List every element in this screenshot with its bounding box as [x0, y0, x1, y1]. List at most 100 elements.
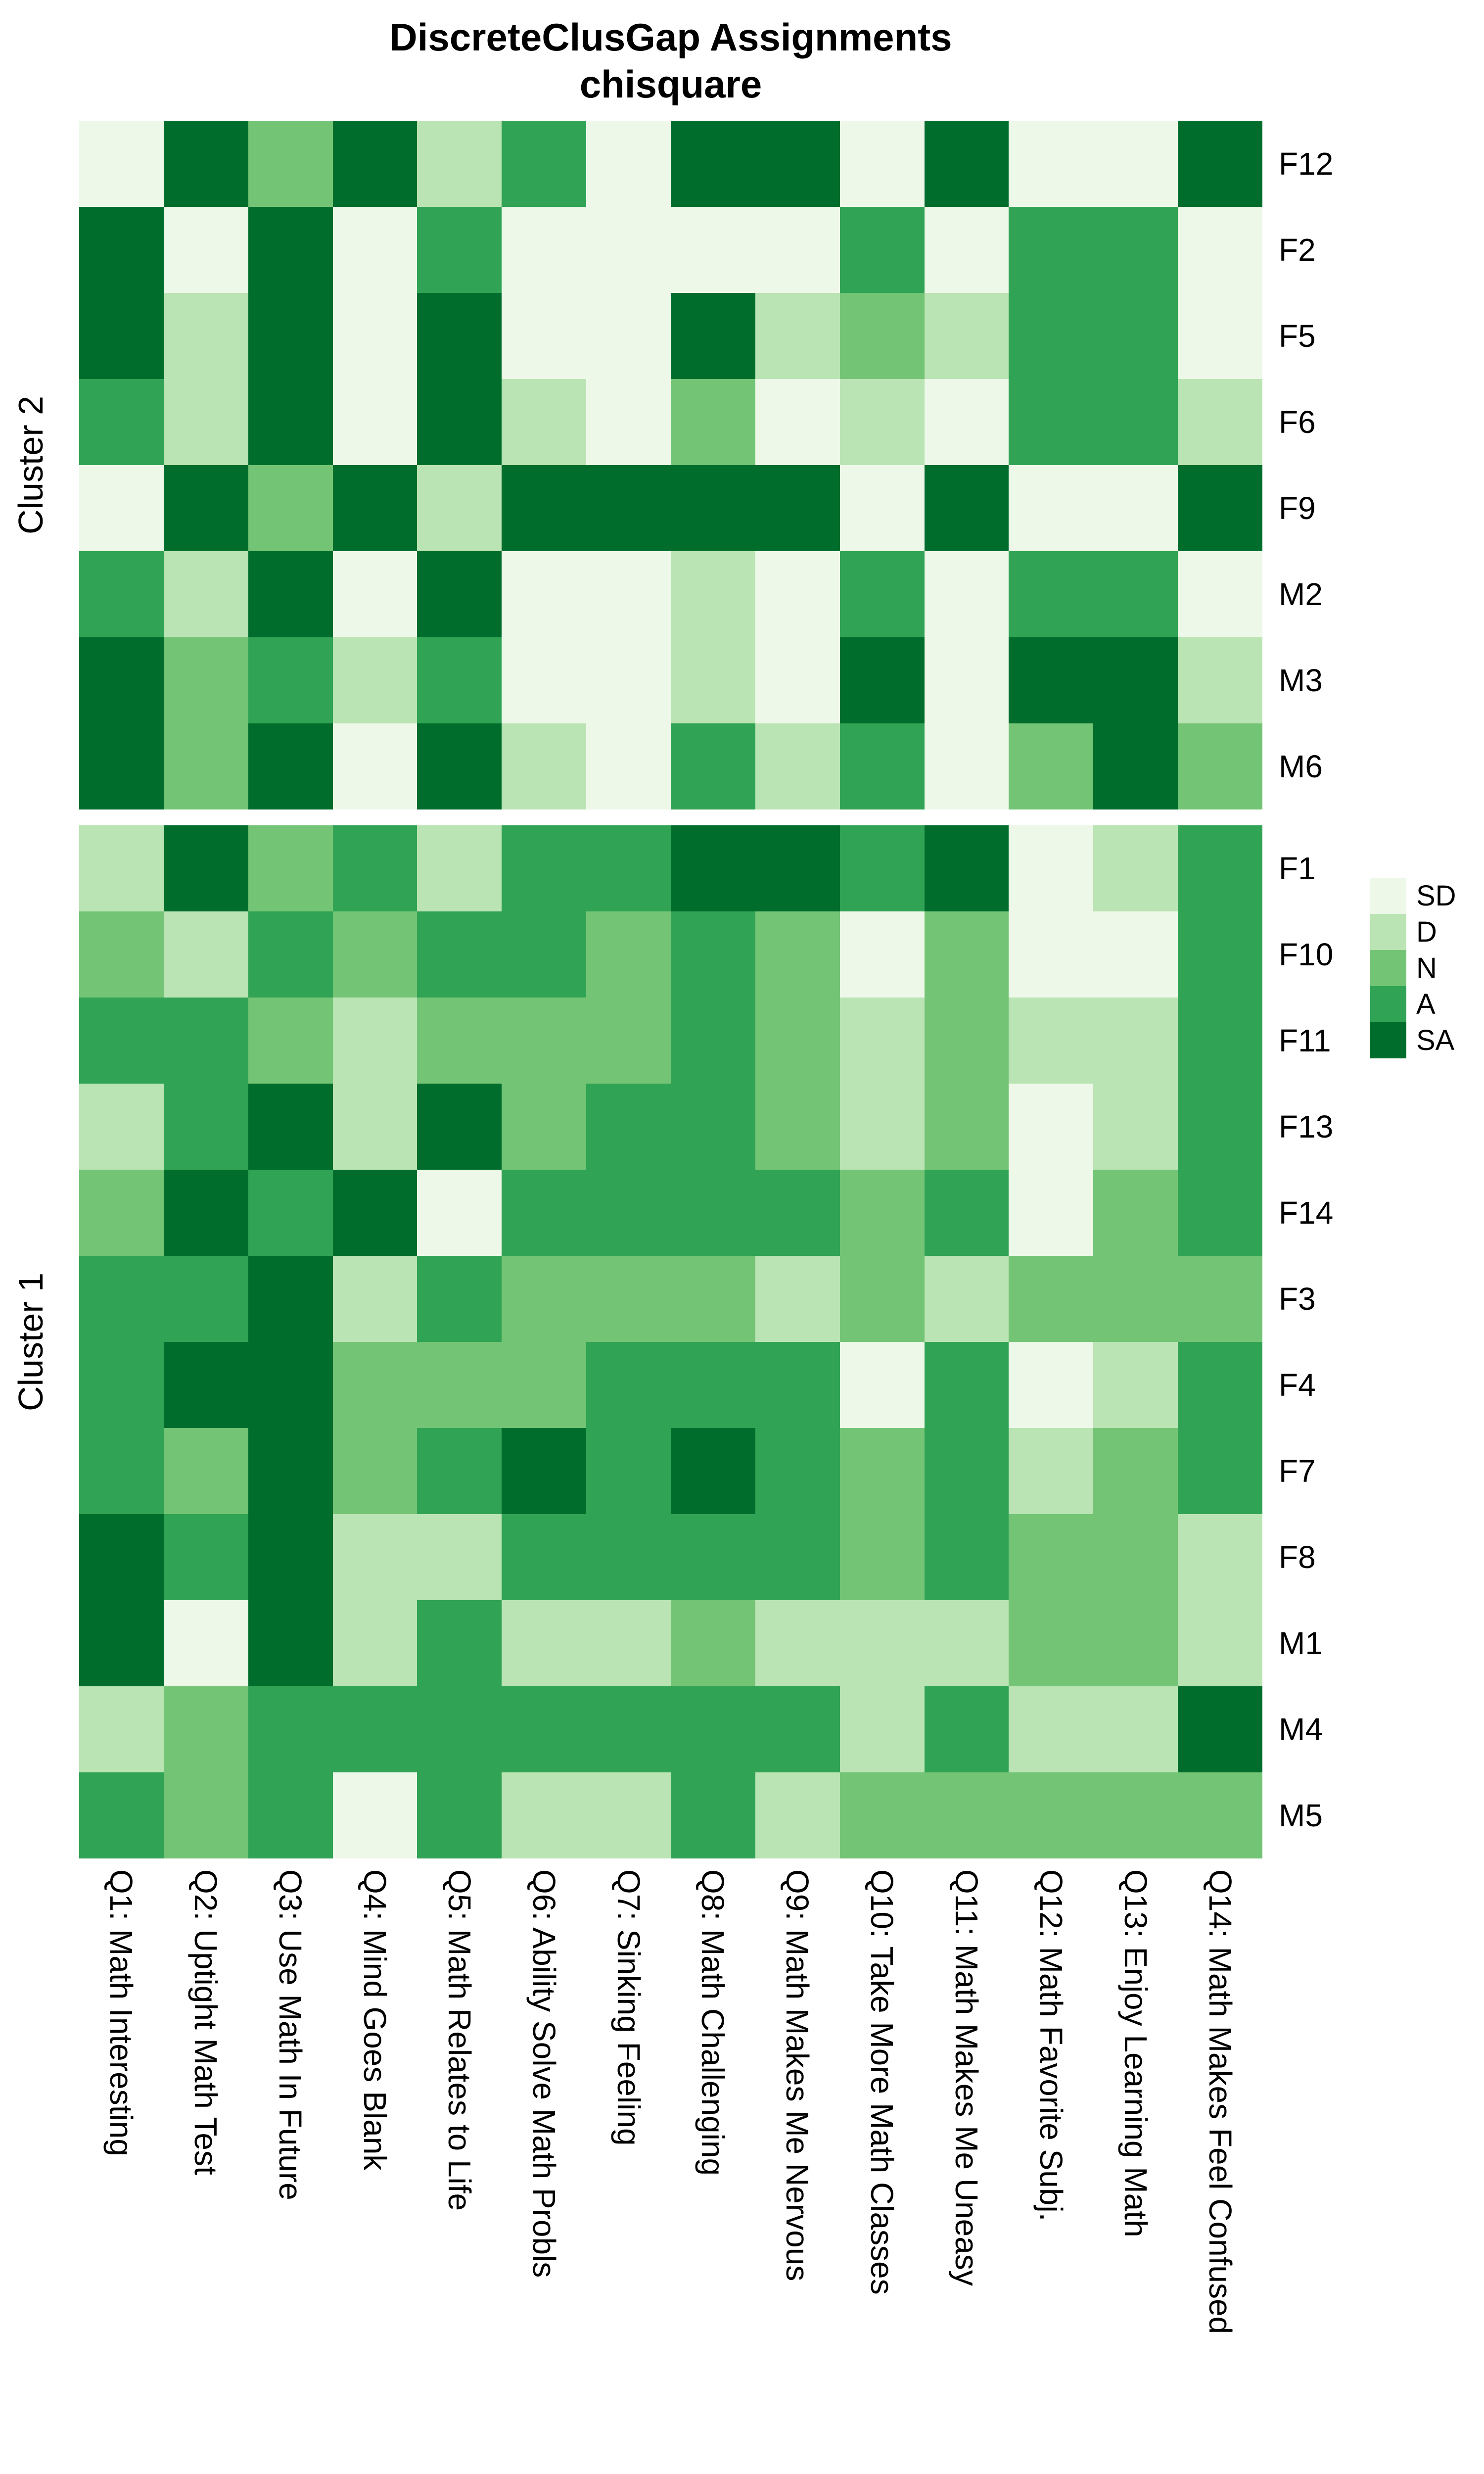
heatmap-cell-F14-col3: [248, 1170, 333, 1256]
heatmap-cell-M3-col14: [1178, 637, 1262, 723]
heatmap-cell-M2-col11: [924, 551, 1009, 637]
heatmap-cell-F14-col10: [839, 1170, 925, 1256]
heatmap-cell-M6-col13: [1093, 723, 1178, 809]
heatmap-cell-M5-col8: [671, 1772, 755, 1858]
heatmap-cell-M2-col2: [163, 551, 248, 637]
heatmap-cell-M3-col7: [586, 637, 671, 723]
heatmap-cell-F1-col13: [1093, 825, 1178, 911]
heatmap-cell-M3-col1: [79, 637, 164, 723]
heatmap-cell-M4-col1: [79, 1686, 164, 1772]
heatmap-cell-F8-col7: [586, 1514, 671, 1600]
heatmap-cell-F3-col12: [1009, 1256, 1094, 1342]
heatmap-cell-F6-col4: [332, 379, 417, 465]
heatmap-cell-M2-col9: [755, 551, 840, 637]
heatmap-cell-M4-col8: [671, 1686, 755, 1772]
heatmap-cell-F4-col12: [1009, 1342, 1094, 1428]
heatmap-cell-F13-col7: [586, 1084, 671, 1170]
heatmap-cell-F13-col6: [502, 1084, 587, 1170]
heatmap-cell-F12-col11: [924, 121, 1009, 207]
heatmap-cell-F14-col12: [1009, 1170, 1094, 1256]
heatmap-cell-M1-col9: [755, 1600, 840, 1686]
heatmap-cell-M6-col10: [839, 723, 925, 809]
heatmap-cell-F9-col4: [332, 465, 417, 551]
heatmap-cell-F13-col12: [1009, 1084, 1094, 1170]
chart-title-line2: chisquare: [579, 62, 762, 106]
cluster-label-1: Cluster 2: [11, 395, 50, 535]
heatmap-cell-M4-col12: [1009, 1686, 1094, 1772]
heatmap-cell-F10-col6: [502, 911, 587, 998]
heatmap-cell-F5-col4: [332, 293, 417, 379]
heatmap-cell-F5-col3: [248, 293, 333, 379]
legend-swatch-D: [1370, 914, 1406, 950]
heatmap-cell-F4-col11: [924, 1342, 1009, 1428]
heatmap-cell-F14-col7: [586, 1170, 671, 1256]
legend-item-SA: SA: [1370, 1022, 1456, 1058]
heatmap-cell-F11-col2: [163, 998, 248, 1084]
heatmap-cell-F6-col11: [924, 379, 1009, 465]
heatmap-cell-F9-col7: [586, 465, 671, 551]
heatmap-cell-M1-col1: [79, 1600, 164, 1686]
heatmap-cell-F3-col7: [586, 1256, 671, 1342]
heatmap-cell-M2-col14: [1178, 551, 1262, 637]
heatmap-cell-F10-col4: [332, 911, 417, 998]
heatmap-cell-F14-col5: [417, 1170, 502, 1256]
heatmap-cell-F10-col3: [248, 911, 333, 998]
heatmap-cell-F6-col7: [586, 379, 671, 465]
heatmap-cell-F6-col1: [79, 379, 164, 465]
chart-title: DiscreteClusGap Assignments chisquare: [79, 14, 1262, 108]
heatmap-cell-F1-col2: [163, 825, 248, 911]
heatmap-cell-F7-col13: [1093, 1428, 1178, 1514]
row-label-F6: F6: [1279, 404, 1316, 440]
heatmap-cell-F2-col7: [586, 207, 671, 293]
heatmap-cell-F7-col14: [1178, 1428, 1262, 1514]
heatmap-cell-F13-col13: [1093, 1084, 1178, 1170]
row-label-F10: F10: [1279, 937, 1334, 972]
legend-item-D: D: [1370, 914, 1456, 950]
heatmap-cell-F5-col7: [586, 293, 671, 379]
heatmap-cell-F7-col4: [332, 1428, 417, 1514]
col-label-q3: Q3: Use Math In Future: [273, 1869, 309, 2200]
heatmap-cell-F13-col2: [163, 1084, 248, 1170]
cluster-label-2: Cluster 1: [11, 1272, 50, 1412]
heatmap-cell-F13-col8: [671, 1084, 755, 1170]
cluster-grid-1: [79, 121, 1262, 809]
heatmap-cell-F4-col7: [586, 1342, 671, 1428]
heatmap-cell-F13-col9: [755, 1084, 840, 1170]
heatmap-cell-F8-col6: [502, 1514, 587, 1600]
heatmap-cell-M6-col5: [417, 723, 502, 809]
heatmap-cell-F1-col10: [839, 825, 925, 911]
heatmap-cell-F6-col8: [671, 379, 755, 465]
heatmap-cell-F4-col3: [248, 1342, 333, 1428]
heatmap-cell-F12-col5: [417, 121, 502, 207]
heatmap-cell-F5-col5: [417, 293, 502, 379]
heatmap-cell-M1-col12: [1009, 1600, 1094, 1686]
heatmap-cell-M2-col5: [417, 551, 502, 637]
heatmap-cell-F10-col5: [417, 911, 502, 998]
heatmap-cell-F12-col10: [839, 121, 925, 207]
heatmap-cell-F14-col11: [924, 1170, 1009, 1256]
heatmap-cell-F12-col1: [79, 121, 164, 207]
heatmap-cell-M6-col3: [248, 723, 333, 809]
col-label-q5: Q5: Math Relates to Life: [441, 1869, 477, 2211]
heatmap-cell-F2-col5: [417, 207, 502, 293]
row-label-M5: M5: [1279, 1798, 1323, 1833]
heatmap-cell-F7-col8: [671, 1428, 755, 1514]
heatmap-cell-F10-col9: [755, 911, 840, 998]
heatmap-cell-F10-col11: [924, 911, 1009, 998]
legend-label-N: N: [1416, 952, 1437, 984]
heatmap-cell-F12-col6: [502, 121, 587, 207]
col-label-q9: Q9: Math Makes Me Nervous: [780, 1869, 816, 2282]
heatmap-cell-M2-col8: [671, 551, 755, 637]
heatmap-cell-F14-col6: [502, 1170, 587, 1256]
heatmap-cell-F9-col10: [839, 465, 925, 551]
heatmap-cell-F2-col6: [502, 207, 587, 293]
heatmap-cell-F13-col10: [839, 1084, 925, 1170]
heatmap-cell-M4-col14: [1178, 1686, 1262, 1772]
heatmap-cell-F7-col6: [502, 1428, 587, 1514]
heatmap-cell-M5-col7: [586, 1772, 671, 1858]
heatmap-cell-M5-col5: [417, 1772, 502, 1858]
heatmap-cell-F8-col8: [671, 1514, 755, 1600]
heatmap-cell-F5-col10: [839, 293, 925, 379]
heatmap-cell-M4-col7: [586, 1686, 671, 1772]
